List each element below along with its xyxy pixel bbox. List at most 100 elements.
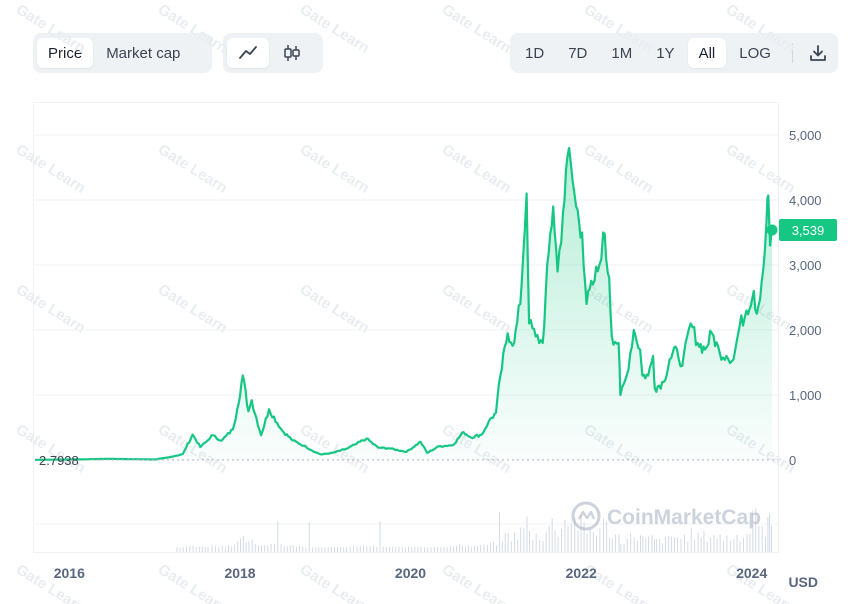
volume-bar [308,522,310,552]
volume-bar [723,540,724,552]
volume-bar [242,535,244,552]
x-axis: 2016 2018 2020 2022 2024 [54,565,768,581]
watermark-text: Gate Learn [297,141,372,197]
currency-label: USD [788,574,818,590]
volume-bar [340,546,342,552]
volume-bar [480,545,482,552]
volume-bar [369,546,371,552]
volume-bar [680,538,682,552]
volume-bar [674,537,675,552]
volume-bar [477,545,478,552]
range-1d[interactable]: 1D [525,44,545,62]
watermark-text: Gate Learn [439,1,514,57]
volume-bar [417,546,419,552]
price-line [35,146,774,461]
tab-market-cap[interactable]: Market cap [106,44,181,62]
volume-bar [195,546,197,552]
volume-bar [312,547,314,552]
volume-bar [302,546,304,552]
volume-bar [495,545,497,552]
volume-bar [599,528,601,552]
line-chart-icon[interactable] [227,38,269,68]
volume-bar [189,546,191,552]
volume-bar [769,513,771,552]
volume-bar [182,547,184,552]
volume-bar [404,547,406,552]
volume-bar [176,547,178,552]
volume-bar [273,543,275,552]
volume-bar [736,534,738,552]
volume-bar [539,540,541,552]
volume-bar [234,544,236,552]
volume-bar [490,542,492,552]
volume-bar [749,533,751,552]
volume-bar [653,539,655,552]
volume-bar [231,546,233,552]
mode-tabs: Price Market cap [33,33,212,73]
tab-price[interactable]: Price [37,38,94,68]
volume-bar [401,546,403,552]
volume-bar [687,541,689,552]
volume-bar [733,539,735,552]
volume-bar [446,547,448,552]
volume-bar [548,526,550,552]
y-tick-label: 3,000 [789,258,822,273]
volume-bar [464,546,466,552]
volume-bar [755,508,757,552]
volume-bar [366,546,368,552]
range-all[interactable]: All [687,38,727,68]
volume-bar [437,547,439,552]
volume-bar [640,535,641,552]
volume-bar [551,518,553,552]
volume-bar [201,546,203,552]
watermark-text: Gate Learn [297,1,372,57]
volume-bar [758,525,760,552]
volume-bar [535,533,537,552]
volume-bar [207,546,209,552]
volume-bar [545,532,547,552]
x-tick-label: 2016 [54,565,85,581]
volume-bar [349,546,351,552]
watermark-text: Gate Learn [439,281,514,337]
volume-bar [430,547,432,552]
range-1m[interactable]: 1M [611,44,633,62]
candlestick-icon[interactable] [271,38,313,68]
volume-bar [385,547,387,552]
watermark-text: Gate Learn [581,141,656,197]
volume-bar [346,546,348,552]
volume-bar [668,535,670,552]
watermark-text: Gate Learn [155,561,230,604]
log-toggle[interactable]: LOG [739,44,771,62]
range-7d[interactable]: 7D [568,44,588,62]
volume-bar [623,544,625,552]
volume-bar [321,547,323,552]
watermark-text: Gate Learn [13,141,88,197]
volume-bar [327,547,329,552]
volume-bar [204,546,206,552]
volume-bar [251,539,253,552]
volume-bar [373,545,374,552]
volume-bar [517,539,519,552]
volume-bar [523,528,525,552]
volume-bar [470,546,472,552]
volume-bar [726,535,728,552]
volume-bar [676,537,678,552]
download-icon[interactable] [803,38,834,68]
range-1y[interactable]: 1Y [656,44,675,62]
volume-bar [626,538,628,552]
volume-bar [343,547,345,552]
watermark-text: Gate Learn [155,281,230,337]
volume-bar [411,546,413,552]
grid [34,134,778,525]
volume-bar [501,541,503,552]
volume-bar [267,545,269,552]
volume-bar [462,546,463,552]
volume-bar [254,543,256,552]
volume-bar [443,546,445,552]
y-tick-label: 2,000 [789,323,822,338]
volume-bar [642,537,644,552]
volume-bar [395,546,397,552]
volume-bar [620,543,622,552]
volume-bar [577,530,579,552]
